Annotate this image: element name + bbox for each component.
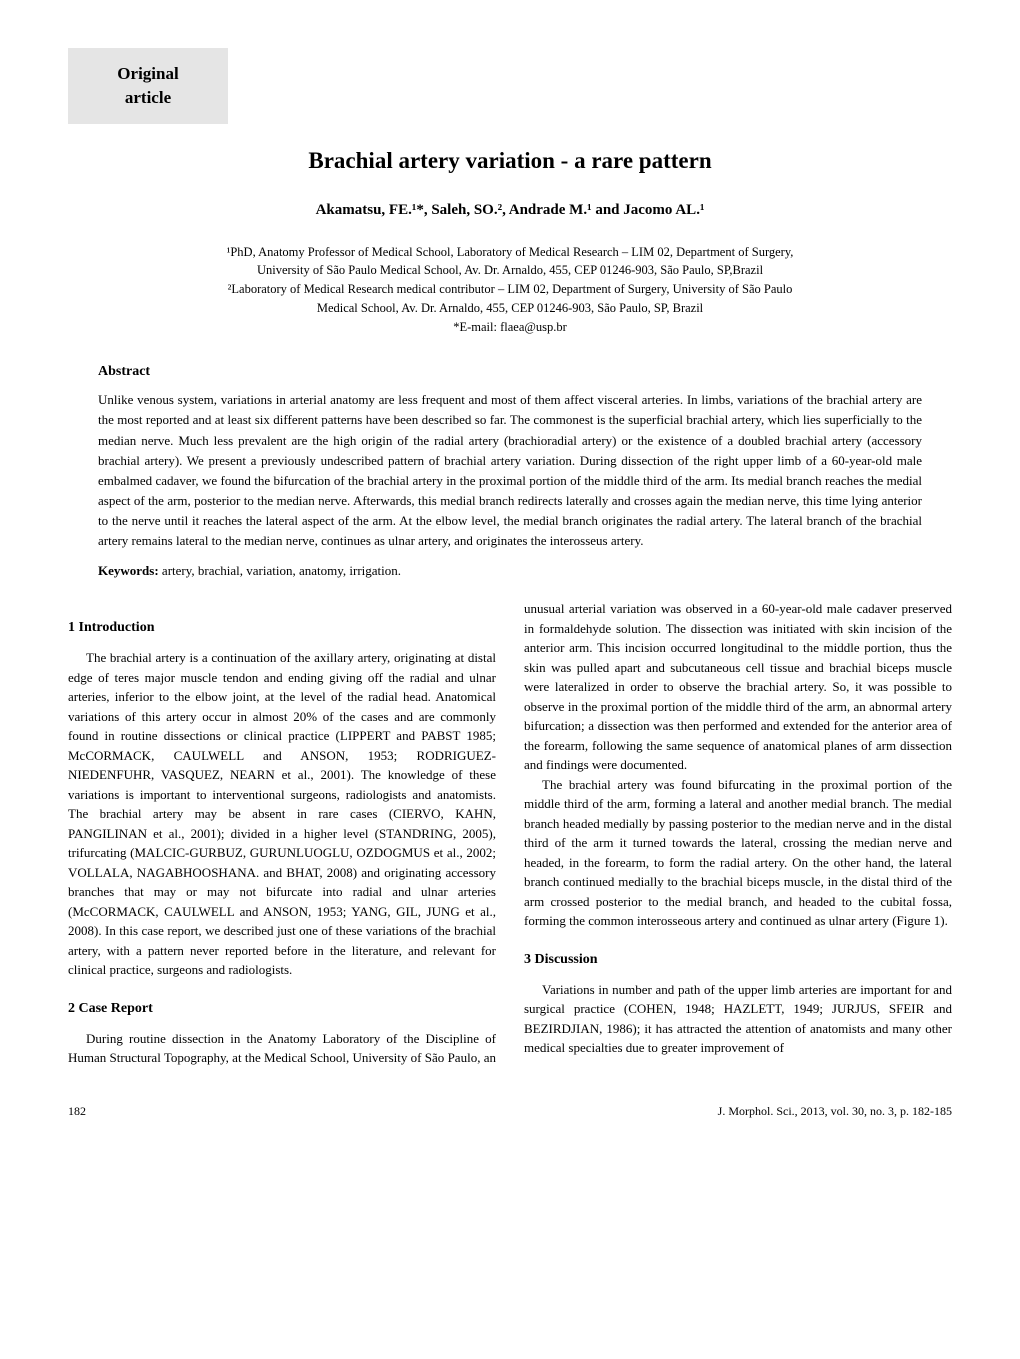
introduction-heading: 1 Introduction bbox=[68, 617, 496, 638]
page-number: 182 bbox=[68, 1104, 86, 1119]
article-type-line2: article bbox=[94, 86, 202, 110]
discussion-paragraph-1: Variations in number and path of the upp… bbox=[524, 980, 952, 1058]
affiliation-line-3: ²Laboratory of Medical Research medical … bbox=[98, 280, 922, 299]
abstract-section: Abstract Unlike venous system, variation… bbox=[68, 364, 952, 579]
article-type-line1: Original bbox=[94, 62, 202, 86]
keywords-text: artery, brachial, variation, anatomy, ir… bbox=[159, 563, 401, 578]
journal-citation: J. Morphol. Sci., 2013, vol. 30, no. 3, … bbox=[718, 1104, 952, 1119]
page-container: Original article Brachial artery variati… bbox=[0, 0, 1020, 1159]
keywords-label: Keywords: bbox=[98, 563, 159, 578]
affiliation-line-2: University of São Paulo Medical School, … bbox=[98, 261, 922, 280]
affiliation-line-4: Medical School, Av. Dr. Arnaldo, 455, CE… bbox=[98, 299, 922, 318]
body-columns: 1 Introduction The brachial artery is a … bbox=[68, 599, 952, 1068]
article-type-box: Original article bbox=[68, 48, 228, 124]
authors: Akamatsu, FE.¹*, Saleh, SO.², Andrade M.… bbox=[68, 202, 952, 219]
keywords: Keywords: artery, brachial, variation, a… bbox=[98, 563, 922, 579]
case-report-heading: 2 Case Report bbox=[68, 998, 496, 1019]
affiliation-line-5: *E-mail: flaea@usp.br bbox=[98, 318, 922, 337]
page-footer: 182 J. Morphol. Sci., 2013, vol. 30, no.… bbox=[68, 1104, 952, 1119]
introduction-paragraph-1: The brachial artery is a continuation of… bbox=[68, 648, 496, 980]
abstract-text: Unlike venous system, variations in arte… bbox=[98, 390, 922, 551]
discussion-heading: 3 Discussion bbox=[524, 949, 952, 970]
article-title: Brachial artery variation - a rare patte… bbox=[68, 148, 952, 174]
affiliation-line-1: ¹PhD, Anatomy Professor of Medical Schoo… bbox=[98, 243, 922, 262]
abstract-heading: Abstract bbox=[98, 364, 922, 380]
affiliations: ¹PhD, Anatomy Professor of Medical Schoo… bbox=[68, 243, 952, 337]
case-report-paragraph-2: The brachial artery was found bifurcatin… bbox=[524, 775, 952, 931]
